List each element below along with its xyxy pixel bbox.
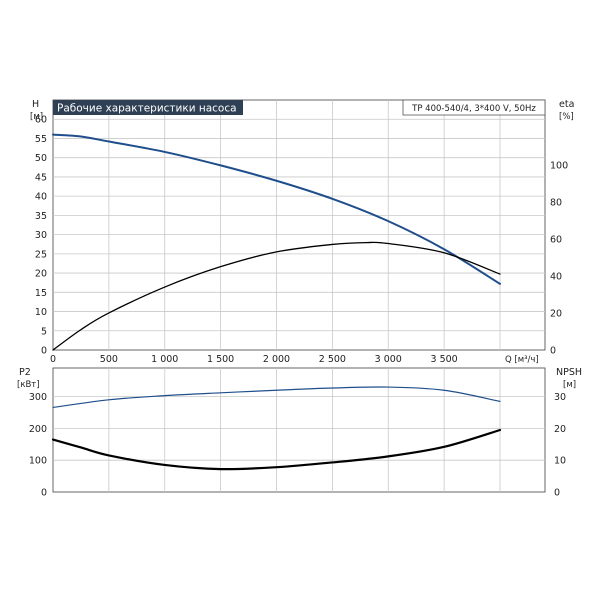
model-label: TP 400-540/4, 3*400 V, 50Hz	[411, 104, 536, 114]
top-left-tick-label: 20	[35, 269, 47, 280]
top-left-tick-label: 55	[35, 134, 47, 145]
top-right-tick-label: 0	[550, 346, 556, 357]
bottom-left-tick-label: 200	[29, 424, 47, 435]
bottom-panel-frame	[52, 367, 546, 493]
top-right-tick-label: 20	[550, 308, 562, 319]
bottom-left-tick-label: 0	[41, 488, 47, 499]
x-tick-label: 2 000	[263, 354, 290, 365]
bottom-right-tick-label: 20	[554, 424, 566, 435]
bottom-right-tick-label: 30	[554, 392, 566, 403]
top-right-ylabel-name: eta	[559, 99, 574, 110]
bottom-left-tick-label: 300	[29, 392, 47, 403]
x-tick-label: 3 500	[431, 354, 458, 365]
top-right-tick-label: 80	[550, 197, 562, 208]
top-right-ylabel-unit: [%]	[559, 112, 574, 122]
top-left-ylabel-name: H	[32, 99, 39, 110]
top-left-tick-label: 45	[35, 172, 47, 183]
top-panel-frame	[52, 99, 546, 351]
x-tick-label: 3 000	[375, 354, 402, 365]
bottom-right-ylabel-unit: [м]	[563, 380, 576, 390]
top-right-tick-label: 100	[550, 160, 568, 171]
bottom-left-ylabel-unit: [кВт]	[17, 380, 40, 390]
x-tick-label: 1 000	[151, 354, 178, 365]
npsh-curve	[51, 428, 502, 471]
x-tick-label: 2 500	[319, 354, 346, 365]
bottom-right-tick-label: 10	[554, 456, 566, 467]
top-right-tick-label: 40	[550, 271, 562, 282]
bottom-grid	[53, 368, 545, 492]
top-left-tick-label: 30	[35, 230, 47, 241]
top-left-tick-label: 25	[35, 249, 47, 260]
top-left-tick-label: 60	[35, 115, 47, 126]
x-tick-label: 500	[100, 354, 118, 365]
head-curve	[52, 133, 501, 285]
model-label-box	[402, 99, 546, 116]
top-left-tick-label: 40	[35, 192, 47, 203]
top-left-tick-label: 50	[35, 153, 47, 164]
top-left-ylabel-unit: [м]	[30, 112, 43, 122]
chart-title-background	[53, 100, 243, 115]
top-left-tick-label: 0	[41, 346, 47, 357]
bottom-left-tick-label: 100	[29, 456, 47, 467]
curves	[51, 133, 502, 471]
top-right-tick-label: 60	[550, 234, 562, 245]
x-tick-label: 1 500	[207, 354, 234, 365]
efficiency-curve	[52, 241, 501, 351]
x-axis-label: Q [м³/ч]	[505, 355, 539, 365]
chart-title: Рабочие характеристики насоса	[57, 103, 237, 115]
bottom-right-tick-label: 0	[554, 488, 560, 499]
power-curve	[52, 386, 501, 409]
top-left-tick-label: 5	[41, 326, 47, 337]
top-grid	[53, 100, 545, 350]
top-left-tick-label: 35	[35, 211, 47, 222]
bottom-right-ylabel-name: NPSH	[556, 367, 582, 378]
bottom-left-ylabel-name: P2	[19, 367, 31, 378]
x-tick-label: 0	[50, 354, 56, 365]
top-left-tick-label: 15	[35, 288, 47, 299]
top-left-tick-label: 10	[35, 307, 47, 318]
